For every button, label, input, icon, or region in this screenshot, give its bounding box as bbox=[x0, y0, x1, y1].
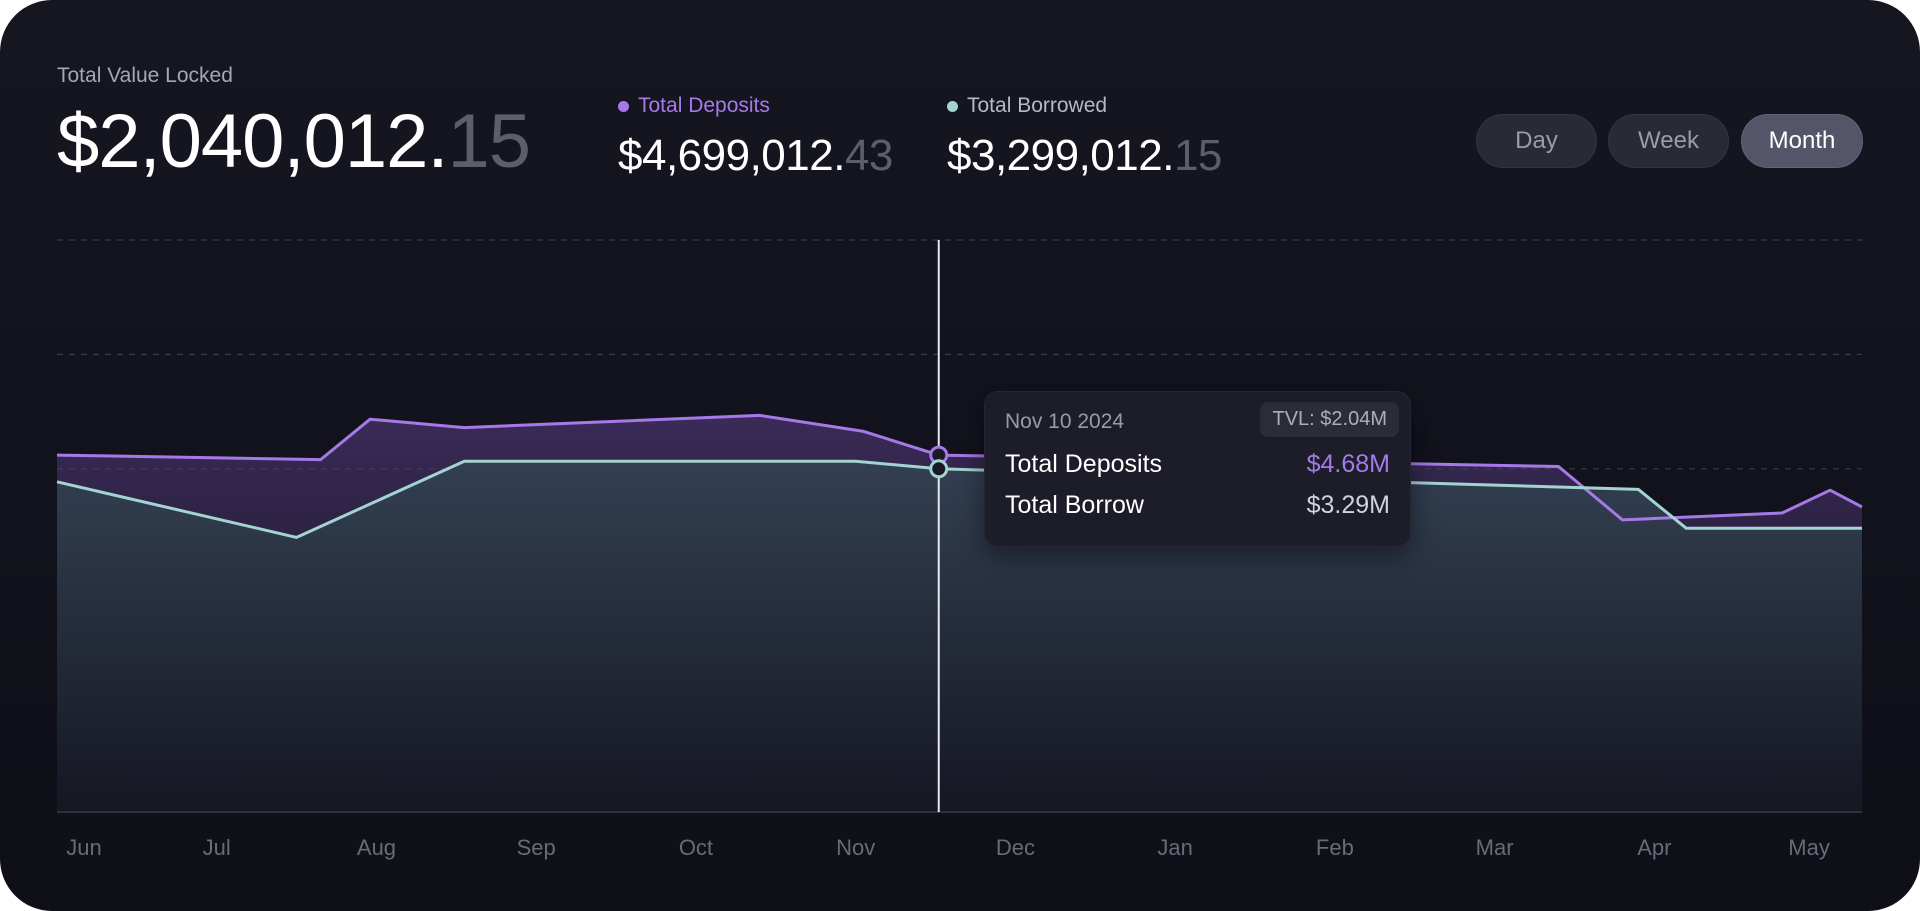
tooltip-borrow-row: Total Borrow $3.29M bbox=[1005, 491, 1390, 520]
deposits-legend-label: Total Deposits bbox=[638, 94, 770, 117]
borrowed-stat: Total Borrowed $3,299,012.15 bbox=[947, 93, 1222, 183]
x-tick-label: Jun bbox=[66, 835, 101, 860]
deposits-line bbox=[56, 413, 1863, 522]
x-tick-label: Nov bbox=[836, 835, 875, 860]
deposits-value-cents: 43 bbox=[844, 131, 893, 180]
deposits-value-main: $4,699,012. bbox=[618, 131, 845, 180]
borrowed-dot-icon bbox=[947, 100, 958, 112]
x-tick-label: Apr bbox=[1637, 835, 1671, 860]
x-tick-label: Sep bbox=[517, 835, 556, 860]
borrowed-line bbox=[56, 459, 1862, 539]
borrowed-value: $3,299,012.15 bbox=[947, 129, 1222, 183]
chart-tooltip: Nov 10 2024 TVL: $2.04M Total Deposits $… bbox=[984, 391, 1411, 547]
x-tick-label: May bbox=[1788, 835, 1830, 860]
tooltip-borrow-value: $3.29M bbox=[1306, 491, 1390, 519]
tooltip-borrow-label: Total Borrow bbox=[1005, 491, 1144, 519]
tooltip-deposits-row: Total Deposits $4.68M bbox=[1005, 450, 1390, 479]
borrowed-legend-label: Total Borrowed bbox=[967, 94, 1108, 117]
range-week-button[interactable]: Week bbox=[1608, 114, 1729, 168]
tooltip-date: Nov 10 2024 bbox=[1005, 410, 1125, 433]
deposits-legend: Total Deposits bbox=[618, 93, 893, 119]
x-tick-label: Jan bbox=[1157, 835, 1192, 860]
tvl-value-cents: 15 bbox=[447, 99, 532, 184]
tvl-value: $2,040,012.15 bbox=[57, 99, 532, 184]
borrowed-legend: Total Borrowed bbox=[947, 93, 1222, 119]
deposits-dot-icon bbox=[618, 100, 629, 112]
borrowed-area bbox=[57, 461, 1862, 812]
x-tick-label: Jul bbox=[203, 835, 231, 860]
x-tick-label: Mar bbox=[1476, 835, 1514, 860]
hover-borrowed-marker bbox=[929, 459, 949, 479]
deposits-stat: Total Deposits $4,699,012.43 bbox=[618, 93, 893, 183]
x-tick-label: Oct bbox=[679, 835, 713, 860]
tvl-value-main: $2,040,012. bbox=[57, 99, 448, 184]
tooltip-tvl-badge: TVL: $2.04M bbox=[1260, 402, 1399, 437]
borrowed-value-cents: 15 bbox=[1173, 131, 1222, 180]
tvl-label: Total Value Locked bbox=[57, 64, 233, 87]
tooltip-deposits-value: $4.68M bbox=[1306, 450, 1390, 478]
borrowed-value-main: $3,299,012. bbox=[947, 131, 1174, 180]
x-tick-label: Feb bbox=[1316, 835, 1354, 860]
range-day-button[interactable]: Day bbox=[1476, 114, 1597, 168]
tooltip-deposits-label: Total Deposits bbox=[1005, 450, 1163, 478]
range-month-button[interactable]: Month bbox=[1741, 114, 1863, 168]
x-tick-label: Dec bbox=[996, 835, 1035, 860]
deposits-value: $4,699,012.43 bbox=[618, 129, 893, 183]
x-tick-label: Aug bbox=[357, 835, 396, 860]
